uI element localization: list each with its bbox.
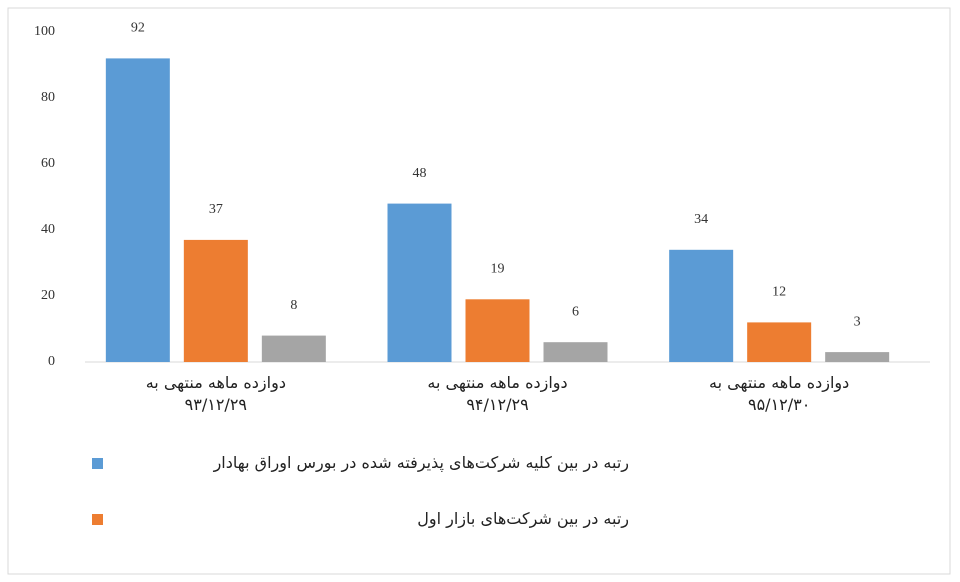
bar (825, 352, 890, 362)
bar (543, 342, 608, 362)
data-label: 48 (413, 166, 427, 181)
y-tick-label: 0 (48, 354, 55, 369)
data-label: 37 (209, 202, 223, 217)
bar (183, 239, 248, 362)
chart-border (7, 7, 951, 575)
bar (669, 249, 734, 362)
x-tick-label: دوازده ماهه منتهی به ۹۵/۱۲/۳۰ (709, 373, 850, 414)
y-tick-label: 100 (34, 24, 55, 39)
bar (465, 299, 530, 362)
data-label: 34 (694, 212, 708, 227)
legend-swatch (92, 458, 103, 469)
bar (261, 335, 326, 362)
data-label: 12 (772, 285, 786, 300)
y-tick-label: 40 (41, 222, 55, 237)
bar (105, 58, 170, 363)
legend-item: رتبه در بین شرکت‌های بازار اول (92, 508, 632, 530)
data-label: 8 (290, 298, 297, 313)
legend-swatch (92, 514, 103, 525)
bar (387, 203, 452, 362)
data-label: 6 (572, 304, 579, 319)
y-tick-label: 20 (41, 288, 55, 303)
y-tick-label: 60 (41, 156, 55, 171)
data-label: 19 (491, 262, 505, 277)
legend-label: رتبه در بین شرکت‌های بازار اول (417, 509, 629, 528)
legend-item: رتبه در بین کلیه شرکت‌های پذیرفته شده در… (92, 452, 632, 474)
y-tick-label: 80 (41, 90, 55, 105)
data-label: 92 (131, 21, 145, 36)
bar (747, 322, 812, 362)
legend-label: رتبه در بین کلیه شرکت‌های پذیرفته شده در… (213, 453, 629, 472)
x-tick-label: دوازده ماهه منتهی به ۹۴/۱۲/۲۹ (427, 373, 568, 414)
data-label: 3 (854, 314, 861, 329)
x-tick-label: دوازده ماهه منتهی به ۹۳/۱۲/۲۹ (145, 373, 286, 414)
